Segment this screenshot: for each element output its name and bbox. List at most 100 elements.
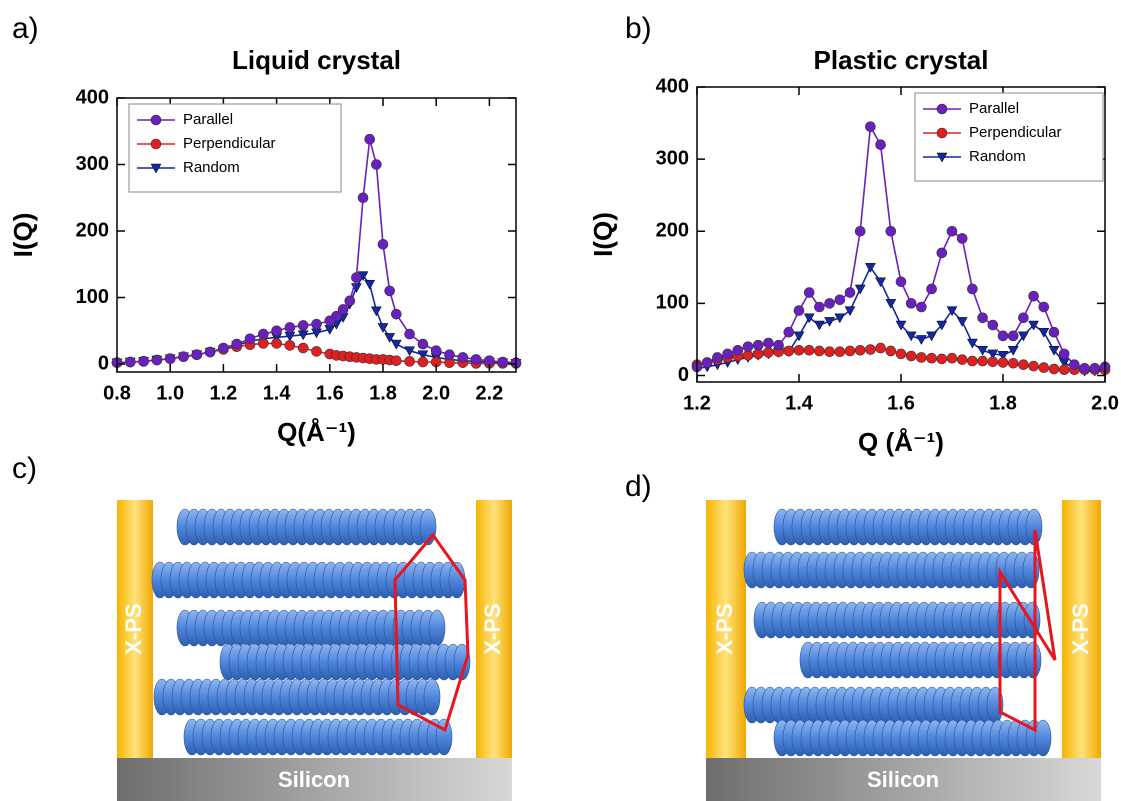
data-marker [498,357,508,367]
data-marker [1049,364,1059,374]
data-marker [1080,363,1090,373]
coil-segment [1025,642,1041,678]
data-marker [804,288,814,298]
data-marker [391,356,401,366]
data-marker [937,248,947,258]
data-marker [988,320,998,330]
data-marker [988,357,998,367]
legend-marker [937,104,947,114]
x-axis-label: Q (Å⁻¹) [858,427,944,457]
wall-label: X-PS [121,603,146,654]
data-marker [152,355,162,365]
data-marker [876,343,886,353]
data-marker [733,345,743,355]
y-axis-label: I(Q) [8,213,38,258]
data-marker [967,339,977,348]
data-marker [298,320,308,330]
data-marker [886,299,896,308]
data-marker [192,350,202,360]
data-marker [1018,360,1028,370]
data-marker [804,314,814,323]
coil-segment [1023,552,1039,588]
chart-title: Liquid crystal [232,45,401,75]
data-marker [385,286,395,296]
data-marker [978,313,988,323]
legend-label: Random [183,159,240,176]
data-marker [835,295,845,305]
data-marker [445,350,455,360]
legend-marker [937,128,947,138]
panel-label: c) [12,452,37,485]
data-marker [1008,346,1018,355]
y-tick-label: 300 [76,153,109,175]
x-axis-label: Q(Å⁻¹) [277,417,356,447]
data-marker [1059,349,1069,359]
y-tick-label: 300 [656,147,689,169]
data-marker [1008,331,1018,341]
data-marker [165,354,175,364]
y-tick-label: 200 [656,220,689,242]
x-tick-label: 1.4 [785,392,814,414]
x-tick-label: 2.0 [1091,392,1119,414]
legend-label: Perpendicular [969,124,1062,141]
data-marker [957,233,967,243]
data-marker [365,280,375,289]
data-marker [139,356,149,366]
data-marker [418,339,428,349]
x-tick-label: 0.8 [103,382,131,404]
x-tick-label: 1.2 [683,392,711,414]
data-marker [998,358,1008,368]
data-marker [1039,363,1049,373]
y-tick-label: 0 [678,364,689,386]
data-marker [916,302,926,312]
data-marker [285,322,295,332]
substrate-label: Silicon [867,767,939,792]
y-tick-label: 400 [656,75,689,97]
data-marker [179,352,189,362]
data-marker [784,346,794,356]
data-marker [245,334,255,344]
data-marker [431,346,441,356]
y-tick-label: 200 [76,219,109,241]
data-marker [125,357,135,367]
figure: a) b) c) d) X-PS X-PS Silicon X-PS X-PS … [0,0,1121,801]
data-marker [1039,302,1049,312]
y-tick-label: 0 [98,352,109,374]
data-marker [712,352,722,362]
legend-label: Perpendicular [183,135,276,152]
data-marker [896,349,906,359]
data-marker [978,356,988,366]
data-marker [391,309,401,319]
data-marker [794,332,804,341]
data-marker [1018,313,1028,323]
legend-label: Parallel [183,111,233,128]
data-marker [365,134,375,144]
data-marker [1029,291,1039,301]
data-marker [345,296,355,306]
data-marker [784,327,794,337]
x-tick-label: 1.4 [263,382,292,404]
panel-label: b) [625,12,652,45]
y-tick-label: 100 [656,292,689,314]
legend-marker [151,139,161,149]
data-marker [205,347,215,357]
diagram: X-PS X-PS Silicon [117,500,512,801]
data-marker [338,304,348,314]
data-marker [312,346,322,356]
data-marker [957,355,967,365]
data-marker [232,339,242,349]
y-tick-label: 100 [76,286,109,308]
data-marker [312,319,322,329]
data-marker [927,353,937,363]
data-marker [371,160,381,170]
x-tick-label: 1.2 [209,382,237,404]
data-marker [378,239,388,249]
data-marker [814,321,824,330]
x-tick-label: 2.2 [475,382,503,404]
data-marker [825,298,835,308]
data-marker [835,347,845,357]
x-tick-label: 1.6 [887,392,915,414]
data-marker [371,307,381,316]
x-tick-label: 2.0 [422,382,450,404]
data-marker [405,356,415,366]
